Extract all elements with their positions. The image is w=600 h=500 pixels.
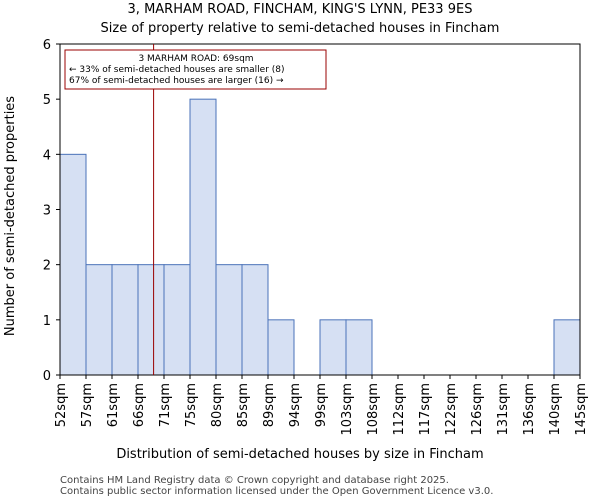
x-tick-label-75sqm: 75sqm <box>184 383 199 427</box>
x-axis-label: Distribution of semi-detached houses by … <box>116 447 483 462</box>
x-tick-label-145sqm: 145sqm <box>574 383 589 436</box>
footer-licence: Contains public sector information licen… <box>60 486 493 497</box>
y-tick-label: 1 <box>43 314 51 329</box>
bar-57sqm <box>85 264 113 376</box>
x-tick-label-89sqm: 89sqm <box>262 383 277 427</box>
annotation-larger: 67% of semi-detached houses are larger (… <box>69 76 284 86</box>
x-tick-label-117sqm: 117sqm <box>418 383 433 436</box>
x-tick-label-108sqm: 108sqm <box>366 383 381 436</box>
bar-75sqm <box>189 98 217 376</box>
x-tick-label-66sqm: 66sqm <box>132 383 147 427</box>
bars-group <box>59 98 581 376</box>
x-tick-label-103sqm: 103sqm <box>340 383 355 436</box>
bar-103sqm <box>345 319 373 376</box>
x-tick-label-131sqm: 131sqm <box>496 383 511 436</box>
x-tick-label-99sqm: 99sqm <box>314 383 329 427</box>
x-tick-label-140sqm: 140sqm <box>548 383 563 436</box>
y-tick-label: 5 <box>43 93 51 108</box>
x-tick-label-52sqm: 52sqm <box>54 383 69 427</box>
x-tick-label-126sqm: 126sqm <box>470 383 485 436</box>
x-tick-label-136sqm: 136sqm <box>522 383 537 436</box>
bar-61sqm <box>111 264 139 376</box>
bar-89sqm <box>267 319 295 376</box>
x-ticks-group: 52sqm 57sqm 61sqm 66sqm 71sqm 75sqm 80sqm 85sqm… <box>54 375 589 436</box>
y-tick-label: 4 <box>43 148 51 163</box>
chart-subtitle: Size of property relative to semi-detach… <box>101 21 500 36</box>
chart-title: 3, MARHAM ROAD, FINCHAM, KING'S LYNN, PE… <box>128 2 473 17</box>
y-tick-label: 3 <box>43 204 51 219</box>
x-tick-label-112sqm: 112sqm <box>392 383 407 436</box>
x-tick-label-71sqm: 71sqm <box>158 383 173 427</box>
bar-66sqm <box>137 264 165 376</box>
x-tick-label-61sqm: 61sqm <box>106 383 121 427</box>
y-tick-label: 2 <box>43 259 51 274</box>
bar-52sqm <box>59 153 87 376</box>
x-tick-label-122sqm: 122sqm <box>444 383 459 436</box>
y-tick-label: 6 <box>43 38 51 53</box>
annotation-title: 3 MARHAM ROAD: 69sqm <box>138 54 253 64</box>
y-ticks-group: 0 1 2 3 4 5 6 <box>43 38 60 384</box>
y-axis-label: Number of semi-detached properties <box>3 96 18 336</box>
x-tick-label-85sqm: 85sqm <box>236 383 251 427</box>
annotation-box <box>64 49 327 90</box>
bar-140sqm <box>553 319 581 376</box>
bar-80sqm <box>215 264 243 376</box>
y-tick-label: 0 <box>43 369 51 384</box>
plot-frame <box>59 43 581 376</box>
bar-85sqm <box>241 264 269 376</box>
x-tick-label-94sqm: 94sqm <box>288 383 303 427</box>
x-tick-label-80sqm: 80sqm <box>210 383 225 427</box>
x-tick-label-57sqm: 57sqm <box>80 383 95 427</box>
annotation-smaller: ← 33% of semi-detached houses are smalle… <box>69 65 285 75</box>
footer-copyright: Contains HM Land Registry data © Crown c… <box>60 475 449 486</box>
bar-71sqm <box>163 264 191 376</box>
bar-99sqm <box>319 319 347 376</box>
